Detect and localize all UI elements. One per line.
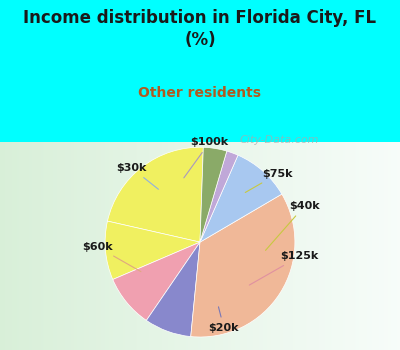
Text: City-Data.com: City-Data.com bbox=[240, 135, 320, 145]
Text: $60k: $60k bbox=[82, 242, 141, 272]
Wedge shape bbox=[200, 155, 282, 242]
Wedge shape bbox=[191, 194, 295, 337]
Wedge shape bbox=[146, 242, 200, 337]
Text: Income distribution in Florida City, FL
(%): Income distribution in Florida City, FL … bbox=[24, 9, 376, 49]
Wedge shape bbox=[113, 242, 200, 320]
Wedge shape bbox=[105, 221, 200, 280]
Wedge shape bbox=[200, 147, 227, 242]
Wedge shape bbox=[200, 151, 238, 242]
Text: $100k: $100k bbox=[184, 138, 228, 178]
Text: $40k: $40k bbox=[266, 201, 320, 250]
Text: $75k: $75k bbox=[245, 169, 293, 192]
Text: Other residents: Other residents bbox=[138, 86, 262, 100]
Text: $30k: $30k bbox=[116, 163, 158, 189]
Text: $20k: $20k bbox=[208, 307, 239, 332]
Wedge shape bbox=[108, 147, 203, 242]
Text: $125k: $125k bbox=[249, 251, 319, 285]
